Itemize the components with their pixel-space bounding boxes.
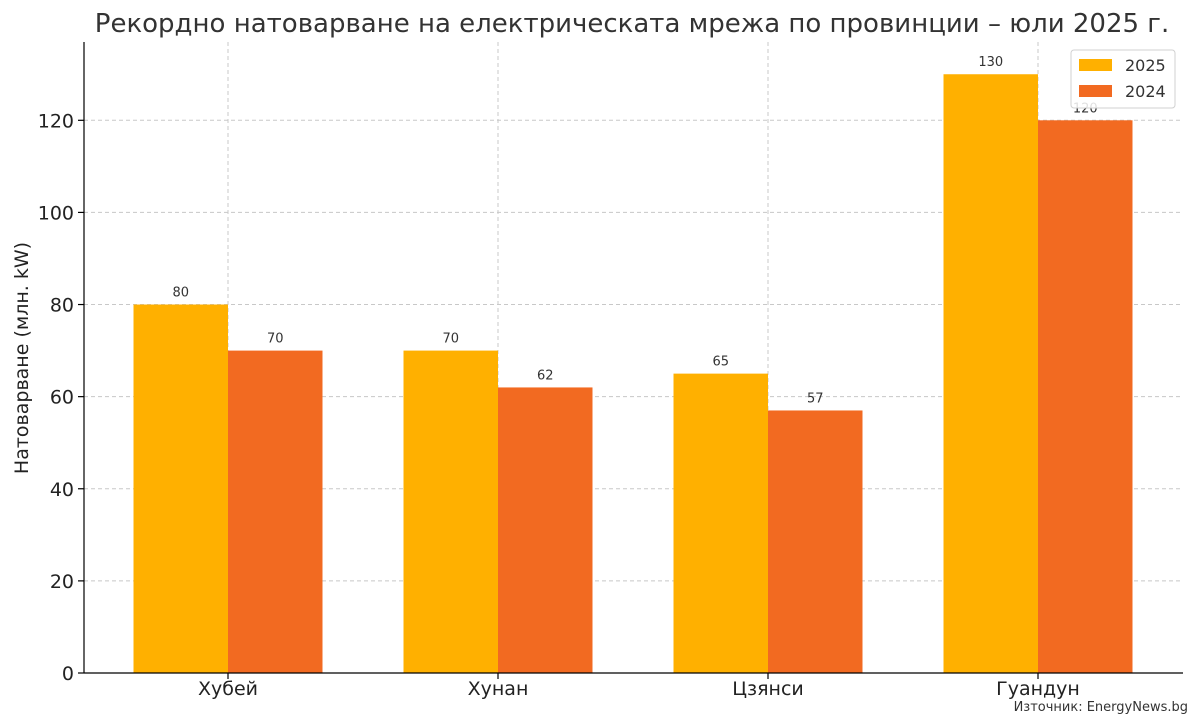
bar-2025: [943, 74, 1038, 674]
y-tick-label: 40: [50, 479, 74, 501]
source-note: Източник: EnergyNews.bg: [1014, 700, 1188, 715]
y-axis-label: Натоварване (млн. kW): [11, 242, 33, 474]
bar-2025: [403, 350, 498, 673]
data-label: 70: [267, 332, 284, 347]
legend-swatch: [1079, 59, 1112, 71]
category-label: Хунан: [468, 678, 529, 700]
category-labels: Хубей Хунан Цзянси Гуандун: [198, 678, 1080, 700]
legend-entry: 2025: [1125, 56, 1166, 75]
y-tick-label: 60: [50, 387, 74, 409]
y-tick-label: 0: [62, 663, 74, 685]
bar-2025: [673, 373, 768, 673]
category-label: Гуандун: [996, 678, 1080, 700]
data-label: 65: [712, 355, 729, 370]
y-tick-label: 100: [38, 202, 74, 224]
data-label: 80: [172, 286, 189, 301]
legend-swatch: [1079, 85, 1112, 97]
legend: 2025 2024: [1070, 49, 1176, 109]
y-tick-label: 20: [50, 571, 74, 593]
legend-entry: 2024: [1125, 82, 1166, 101]
bar-2024: [228, 350, 323, 673]
bar-2025: [133, 304, 228, 673]
data-label: 130: [978, 55, 1003, 70]
y-tick-label: 120: [38, 110, 74, 132]
bar-2024: [1038, 120, 1133, 674]
chart-title: Рекордно натоварване на електрическата м…: [95, 9, 1169, 39]
y-tick-label: 80: [50, 295, 74, 317]
category-label: Хубей: [198, 678, 258, 700]
data-label: 70: [442, 332, 459, 347]
data-label: 62: [537, 368, 554, 383]
bar-2024: [768, 410, 863, 673]
y-tick-labels: 0 20 40 60 80 100 120: [38, 110, 74, 685]
bar-2024: [498, 387, 593, 673]
axes: [78, 42, 1183, 679]
category-label: Цзянси: [732, 678, 804, 700]
bars: [133, 74, 1133, 674]
data-label: 57: [807, 391, 824, 406]
